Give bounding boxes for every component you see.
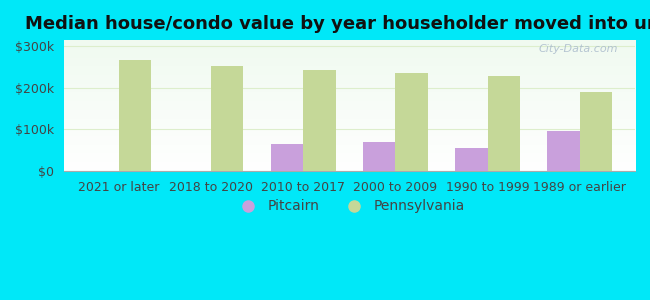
Bar <box>211 66 244 171</box>
Legend: Pitcairn, Pennsylvania: Pitcairn, Pennsylvania <box>229 194 471 219</box>
Bar <box>363 142 395 171</box>
Bar <box>580 92 612 171</box>
Bar <box>456 148 488 171</box>
Bar <box>488 76 520 171</box>
Bar <box>547 130 580 171</box>
Title: Median house/condo value by year householder moved into unit: Median house/condo value by year househo… <box>25 15 650 33</box>
Bar <box>304 70 335 171</box>
Text: City-Data.com: City-Data.com <box>538 44 618 54</box>
Bar <box>395 73 428 171</box>
Bar <box>119 60 151 171</box>
Bar <box>271 144 304 171</box>
